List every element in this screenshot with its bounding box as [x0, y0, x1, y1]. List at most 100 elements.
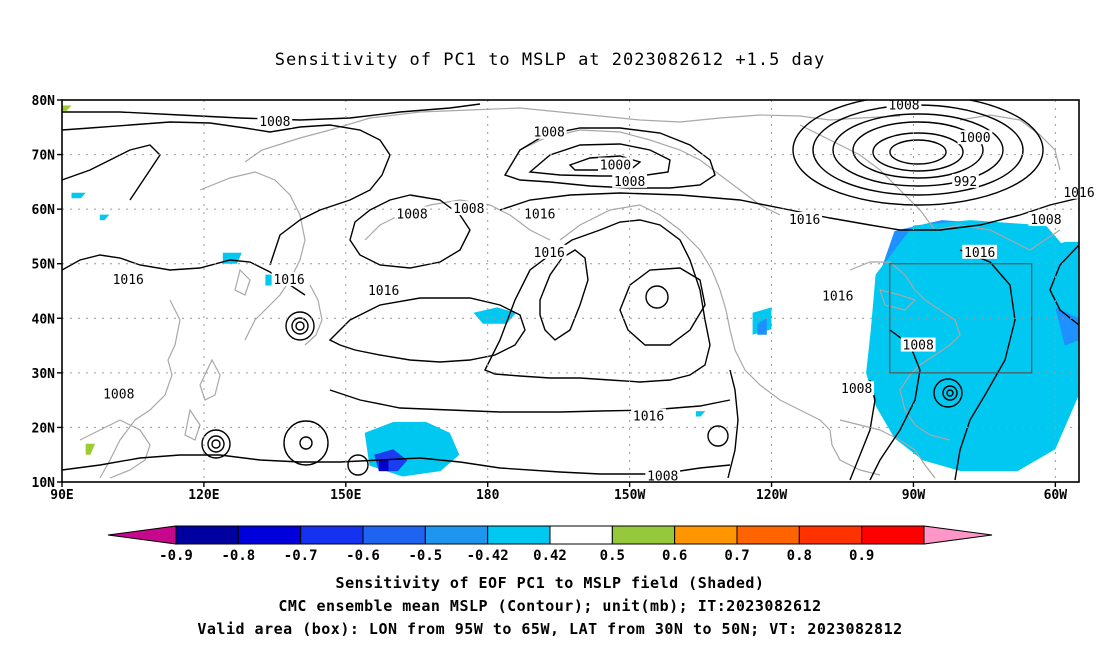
colorbar: -0.9 -0.8 -0.7 -0.6 -0.5 -0.42 0.42 0.5 0.6 0.7 0.… [107, 525, 993, 564]
contour-label: 1000 [600, 158, 631, 173]
colorbar-tick-label: -0.5 [408, 548, 442, 564]
colorbar-box [674, 525, 738, 545]
colorbar-tick-label: -0.9 [159, 548, 193, 564]
contour-label-bg [787, 212, 823, 227]
contour-label: 1016 [822, 289, 853, 304]
colorbar-box [487, 525, 551, 545]
contour-label-bg [645, 468, 681, 483]
contour-label-bg [531, 244, 567, 259]
colorbar-tick-label: 0.9 [849, 548, 874, 564]
lon-tick-label: 90W [902, 488, 926, 503]
shaded-region-10 [757, 318, 767, 335]
colorbar-box [798, 525, 863, 545]
contour-label: 1000 [959, 131, 990, 146]
contour-label: 1008 [1030, 213, 1061, 228]
contour-label-bg [598, 157, 633, 172]
contour-label: 1008 [614, 175, 645, 190]
caption-valid-area: Valid area (box): LON from 95W to 65W, L… [197, 620, 903, 638]
contour-label: 1008 [841, 382, 872, 397]
colorbar-box [861, 525, 925, 545]
contour-label-bg [257, 113, 293, 128]
colorbar-tick-label: 0.7 [724, 548, 749, 564]
contour-label-bg [1028, 212, 1064, 227]
contour-label-bg [886, 97, 922, 112]
colorbar-box [300, 525, 364, 545]
contour-label-bg [271, 272, 307, 287]
caption-shaded: Sensitivity of EOF PC1 to MSLP field (Sh… [335, 574, 765, 592]
lon-tick-label: 180 [476, 488, 500, 503]
contour-label-bg [839, 381, 875, 396]
lat-tick-label: 20N [32, 421, 56, 436]
colorbar-tick-label: 0.42 [533, 548, 567, 564]
contour-labels: 1008 1008 1008 1000 1000 992 1008 1016 1008 1008 1… [101, 97, 1097, 485]
colorbar-max-triangle [923, 525, 993, 545]
contour-label: 992 [954, 175, 977, 190]
contour-label: 1016 [524, 208, 555, 223]
contour-label: 1008 [396, 208, 427, 223]
contour-label-bg [631, 408, 666, 423]
contour-label-bg [820, 288, 856, 303]
caption-contour: CMC ensemble mean MSLP (Contour); unit(m… [278, 597, 822, 615]
contour-label-bg [962, 244, 998, 259]
shaded-region-16 [62, 105, 72, 111]
contour-label: 1016 [633, 410, 664, 425]
shaded-region-13 [71, 192, 86, 199]
colorbar-tick-label: 0.5 [600, 548, 625, 564]
colorbar-box [549, 525, 613, 545]
colorbar-tick-label: 0.8 [787, 548, 812, 564]
colorbar-box [424, 525, 489, 545]
graticule [62, 100, 1079, 482]
shaded-region-11 [222, 252, 242, 264]
colorbar-box [175, 525, 239, 545]
lon-tick-label: 150E [330, 488, 361, 503]
lat-tick-label: 10N [32, 476, 56, 491]
colorbar-tick-label: -0.6 [346, 548, 380, 564]
contour-label-bg [952, 173, 979, 188]
lon-tick-label: 90E [50, 488, 73, 503]
contour-label-bg [531, 124, 567, 139]
contour-label: 1016 [113, 273, 144, 288]
lat-tick-label: 40N [32, 312, 56, 327]
lat-tick-label: 60N [32, 203, 56, 218]
contour-label: 1016 [368, 284, 399, 299]
lat-tick-label: 80N [32, 94, 56, 109]
contour-label-bg [900, 337, 936, 352]
mslp-contours [62, 100, 1079, 481]
shaded-region-17 [695, 411, 706, 417]
contour-label: 1016 [273, 273, 304, 288]
colorbar-tick-label: -0.7 [284, 548, 318, 564]
shaded-region-15 [85, 443, 96, 455]
lon-tick-label: 120W [756, 488, 787, 503]
contour-label: 1016 [789, 213, 820, 228]
contour-label-bg [451, 201, 487, 216]
contour-label-bg [101, 386, 137, 401]
contour-label-bg [110, 272, 146, 287]
lat-tick-label: 30N [32, 367, 56, 382]
contour-label: 1016 [534, 246, 565, 261]
contour-label: 1016 [964, 246, 995, 261]
shaded-region-8 [473, 307, 517, 324]
contour-label-bg [957, 130, 993, 145]
colorbar-tick-label: -0.42 [467, 548, 509, 564]
colorbar-box [736, 525, 800, 545]
shaded-region-4 [1036, 241, 1079, 319]
contour-label: 1008 [888, 98, 919, 113]
contour-label-bg [522, 206, 558, 221]
colorbar-box [611, 525, 676, 545]
colorbar-min-triangle [107, 525, 177, 545]
colorbar-box [362, 525, 426, 545]
lon-tick-label: 60W [1044, 488, 1068, 503]
contour-label-bg [366, 283, 402, 297]
colorbar-tick-label: 0.6 [662, 548, 687, 564]
lon-tick-label: 150W [614, 488, 645, 503]
map-title: Sensitivity of PC1 to MSLP at 2023082612… [274, 50, 826, 70]
contour-label: 1008 [534, 126, 565, 141]
shaded-region-14 [99, 214, 110, 221]
contour-label-bg [612, 173, 648, 188]
shaded-region-7 [378, 460, 389, 472]
contour-label: 1008 [647, 470, 678, 485]
colorbar-tick-label: -0.8 [221, 548, 255, 564]
shaded-region-2 [866, 220, 1079, 472]
